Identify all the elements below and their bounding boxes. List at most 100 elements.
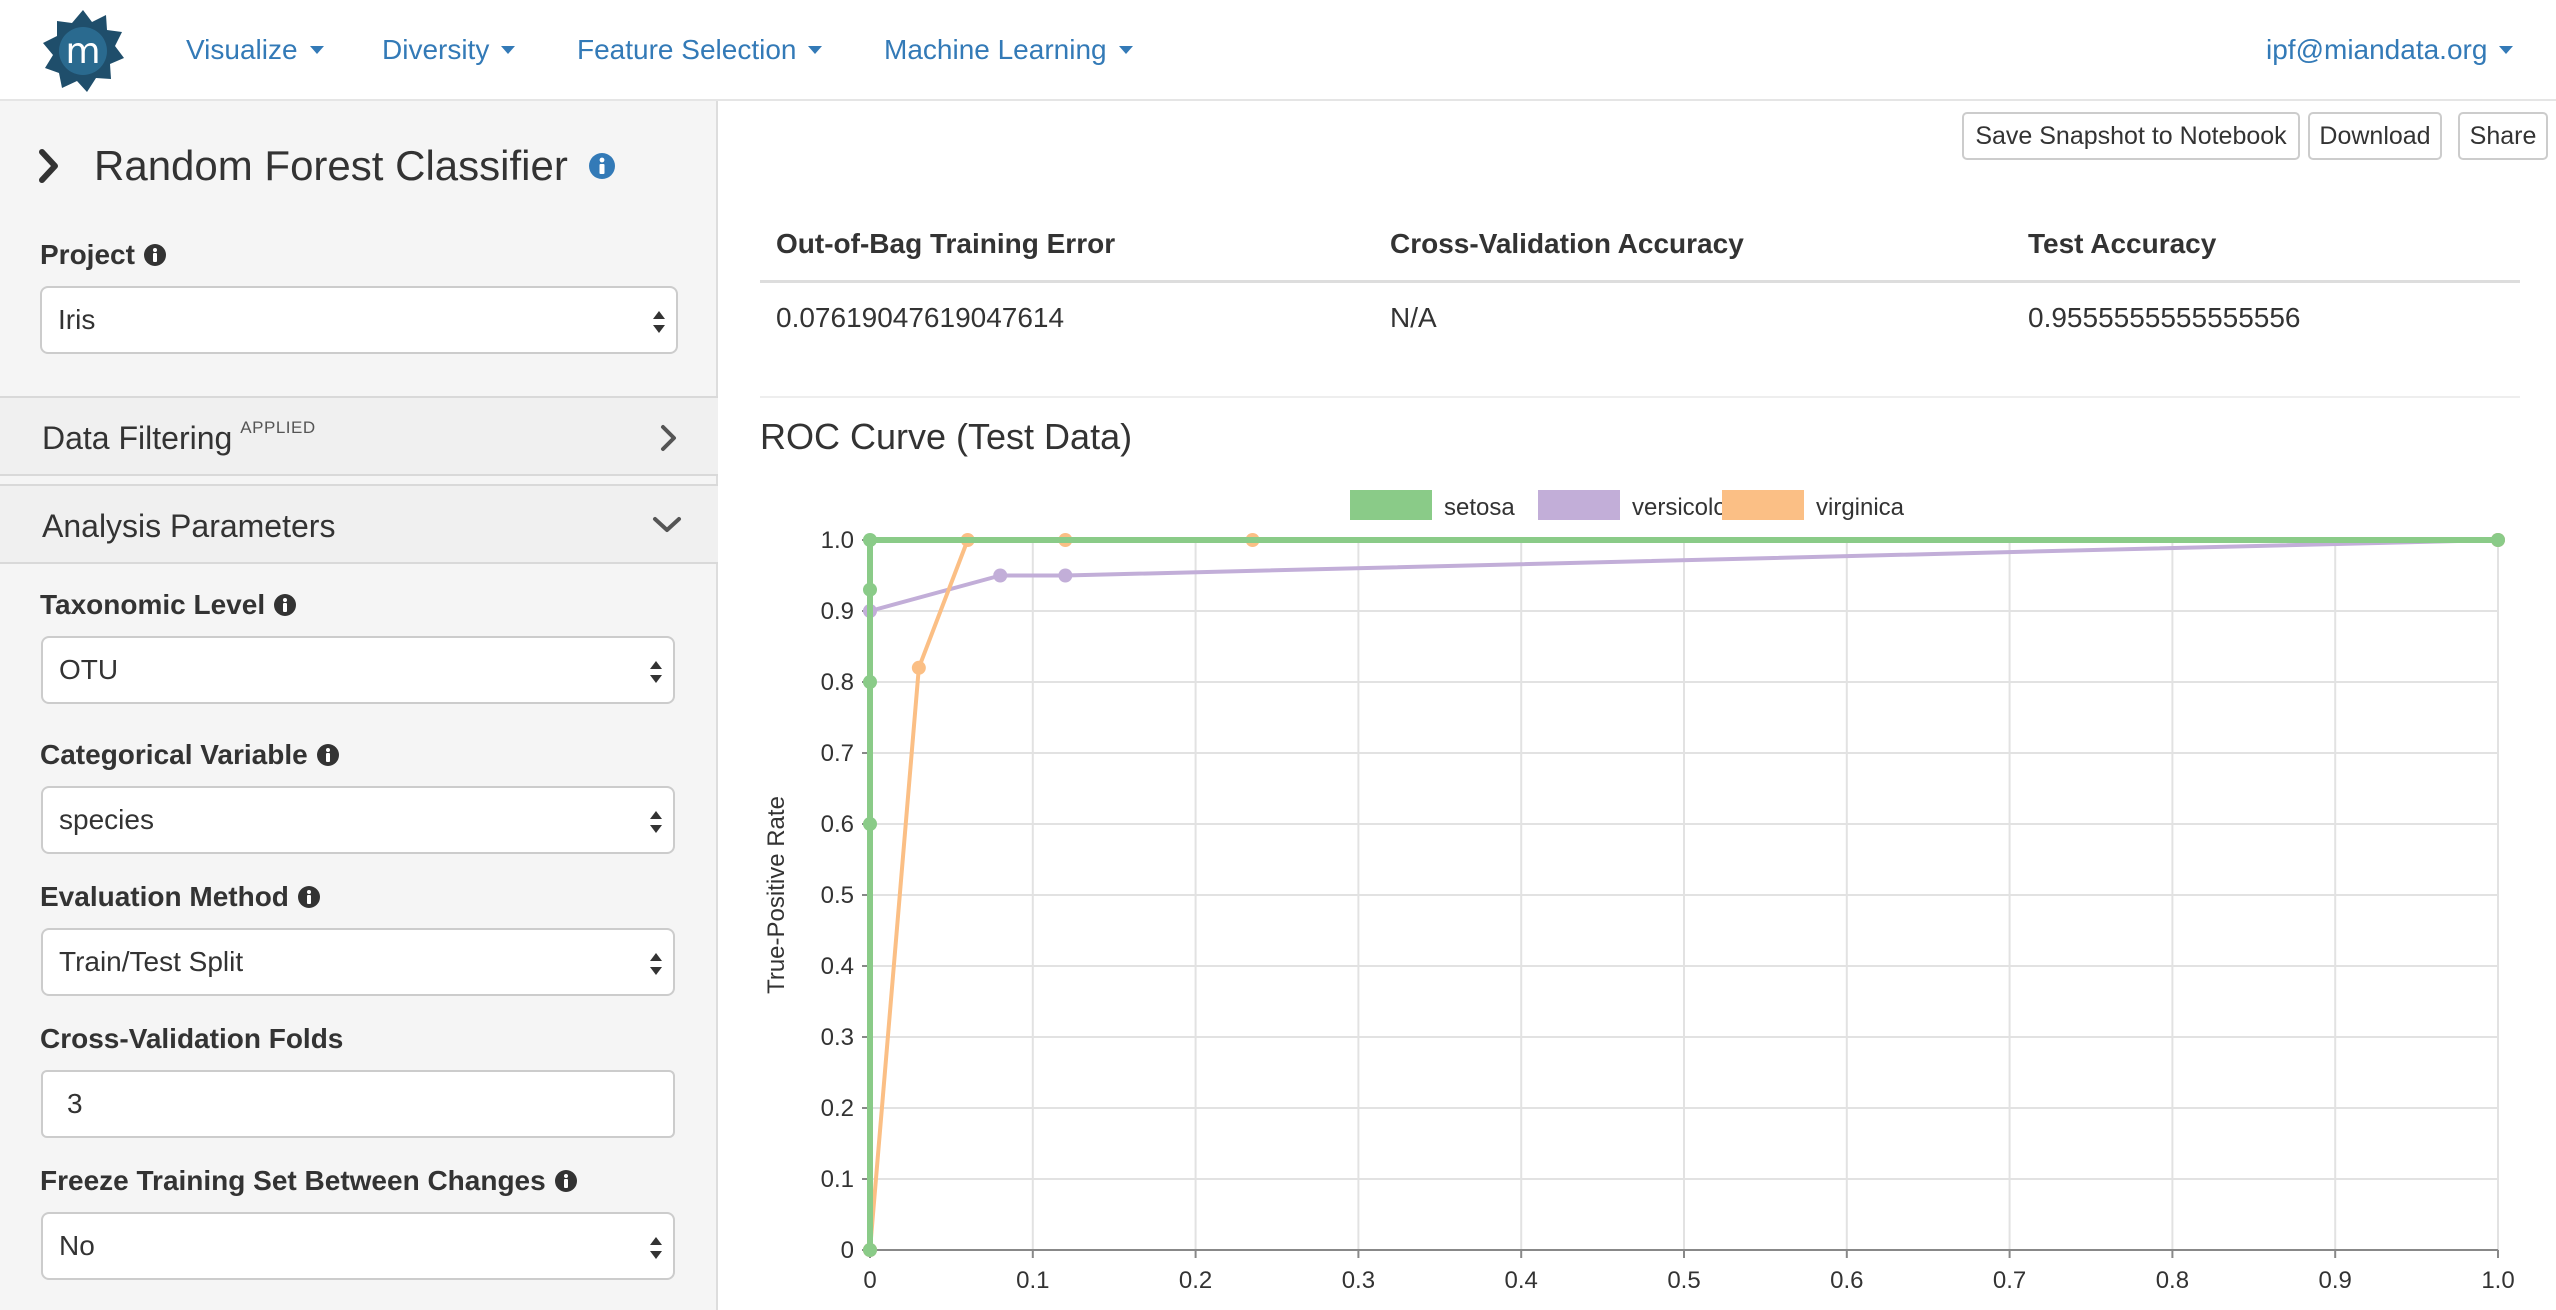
menu-machine-learning[interactable]: Machine Learning — [884, 30, 1133, 70]
select-arrows-icon — [650, 953, 662, 975]
x-tick-label: 0.3 — [1342, 1267, 1375, 1294]
applied-badge: APPLIED — [240, 418, 316, 437]
taxonomic-level-label-text: Taxonomic Level — [40, 589, 266, 620]
info-icon[interactable] — [316, 743, 340, 767]
caret-down-icon — [309, 45, 324, 54]
y-tick-label: 0.7 — [821, 740, 854, 767]
miandata-logo[interactable]: m — [40, 8, 126, 94]
chevron-down-icon — [653, 517, 681, 532]
data-point-setosa — [2491, 533, 2505, 547]
menu-feature-selection[interactable]: Feature Selection — [577, 30, 823, 70]
chevron-right-icon — [661, 425, 676, 451]
select-arrows-icon — [650, 661, 662, 683]
y-tick-label: 0.1 — [821, 1166, 854, 1193]
categorical-variable-select[interactable]: species — [41, 786, 675, 854]
data-point-setosa — [863, 1243, 877, 1257]
y-tick-label: 0 — [841, 1237, 854, 1264]
analysis-parameters-panel[interactable]: Analysis Parameters — [0, 484, 718, 564]
table-cell-cv-accuracy: N/A — [1390, 302, 1437, 333]
roc-chart: 0 0.1 0.2 0.3 0.4 0.5 0.6 0.7 0.8 0.9 1.0 0 0.1 0.2 0.… — [763, 490, 2515, 1294]
info-icon[interactable] — [143, 243, 167, 267]
table-header-oob-error: Out-of-Bag Training Error — [776, 228, 1116, 259]
categorical-variable-label-text: Categorical Variable — [40, 739, 308, 770]
sidebar: Random Forest Classifier Project Iris Da… — [0, 101, 718, 1310]
y-tick-label: 0.4 — [821, 953, 854, 980]
y-tick-label: 0.5 — [821, 882, 854, 909]
legend-swatch — [1538, 490, 1620, 520]
data-point-setosa — [863, 675, 877, 689]
project-select[interactable]: Iris — [40, 286, 678, 354]
data-point-versicolor — [993, 568, 1008, 583]
page-title: Random Forest Classifier — [94, 142, 568, 189]
menu-feature-selection-label: Feature Selection — [577, 34, 797, 65]
data-point-virginica — [911, 660, 926, 675]
table-header-divider — [760, 280, 2520, 283]
analysis-parameters-title: Analysis Parameters — [42, 508, 336, 544]
analysis-title: Random Forest Classifier — [38, 141, 616, 191]
table-cell-oob-error: 0.07619047619047614 — [776, 302, 1065, 333]
menu-visualize[interactable]: Visualize — [186, 30, 324, 70]
select-arrows-icon — [653, 311, 665, 333]
menu-visualize-label: Visualize — [186, 34, 298, 65]
project-label-text: Project — [40, 239, 135, 270]
series-line-setosa — [867, 537, 2498, 1250]
x-tick-label: 0.5 — [1667, 1267, 1700, 1294]
x-tick-label: 0.4 — [1505, 1267, 1538, 1294]
info-icon[interactable] — [273, 593, 297, 617]
cv-folds-input[interactable]: 3 — [41, 1070, 675, 1138]
data-point-setosa — [863, 817, 877, 831]
x-tick-label: 1.0 — [2481, 1267, 2514, 1294]
legend-item-virginica: virginica — [1722, 490, 1905, 521]
evaluation-method-value: Train/Test Split — [59, 946, 244, 977]
legend-swatch — [1350, 490, 1432, 520]
x-tick-label: 0.8 — [2156, 1267, 2189, 1294]
menu-diversity[interactable]: Diversity — [382, 30, 516, 70]
y-tick-label: 1.0 — [821, 527, 854, 554]
y-axis-label: True-Positive Rate — [763, 796, 790, 994]
save-snapshot-button[interactable]: Save Snapshot to Notebook — [1962, 112, 2300, 160]
legend-label: versicolor — [1632, 494, 1735, 521]
info-icon[interactable] — [297, 885, 321, 909]
x-tick-label: 0 — [863, 1267, 876, 1294]
table-header-test-accuracy: Test Accuracy — [2028, 228, 2217, 259]
caret-down-icon — [808, 45, 823, 54]
x-tick-label: 0.9 — [2319, 1267, 2352, 1294]
info-icon[interactable] — [554, 1169, 578, 1193]
legend-swatch — [1722, 490, 1804, 520]
menu-machine-learning-label: Machine Learning — [884, 34, 1107, 65]
download-button[interactable]: Download — [2308, 112, 2442, 160]
freeze-training-label: Freeze Training Set Between Changes — [40, 1165, 578, 1197]
data-point-setosa — [863, 582, 877, 597]
y-tick-label: 0.3 — [821, 1024, 854, 1051]
project-label: Project — [40, 239, 167, 271]
user-menu[interactable]: ipf@miandata.org — [2266, 30, 2514, 70]
categorical-variable-label: Categorical Variable — [40, 739, 340, 771]
data-filtering-panel[interactable]: Data Filtering APPLIED — [0, 396, 718, 476]
legend-label: virginica — [1816, 494, 1905, 521]
taxonomic-level-value: OTU — [59, 654, 119, 685]
legend-label: setosa — [1444, 494, 1515, 521]
chevron-right-icon[interactable] — [38, 148, 60, 184]
share-button[interactable]: Share — [2458, 112, 2548, 160]
select-arrows-icon — [650, 811, 662, 833]
cv-folds-label-text: Cross-Validation Folds — [40, 1023, 344, 1054]
evaluation-method-label-text: Evaluation Method — [40, 881, 289, 912]
cv-folds-value: 3 — [67, 1088, 83, 1119]
x-tick-label: 0.7 — [1993, 1267, 2026, 1294]
evaluation-method-label: Evaluation Method — [40, 881, 321, 913]
taxonomic-level-select[interactable]: OTU — [41, 636, 675, 704]
evaluation-method-select[interactable]: Train/Test Split — [41, 928, 675, 996]
x-tick-label: 0.2 — [1179, 1267, 1212, 1294]
table-header-cv-accuracy: Cross-Validation Accuracy — [1390, 228, 1744, 259]
y-tick-label: 0.2 — [821, 1095, 854, 1122]
y-tick-label: 0.6 — [821, 811, 854, 838]
categorical-variable-value: species — [59, 804, 154, 835]
freeze-training-select[interactable]: No — [41, 1212, 675, 1280]
legend-item-versicolor: versicolor — [1538, 490, 1735, 521]
x-tick-label: 0.6 — [1830, 1267, 1863, 1294]
info-icon[interactable] — [588, 152, 616, 180]
data-point-versicolor — [1058, 568, 1073, 583]
caret-down-icon — [501, 45, 516, 54]
top-navbar: m Visualize Diversity Feature Selection … — [0, 0, 2556, 101]
data-filtering-title: Data Filtering APPLIED — [42, 418, 316, 457]
